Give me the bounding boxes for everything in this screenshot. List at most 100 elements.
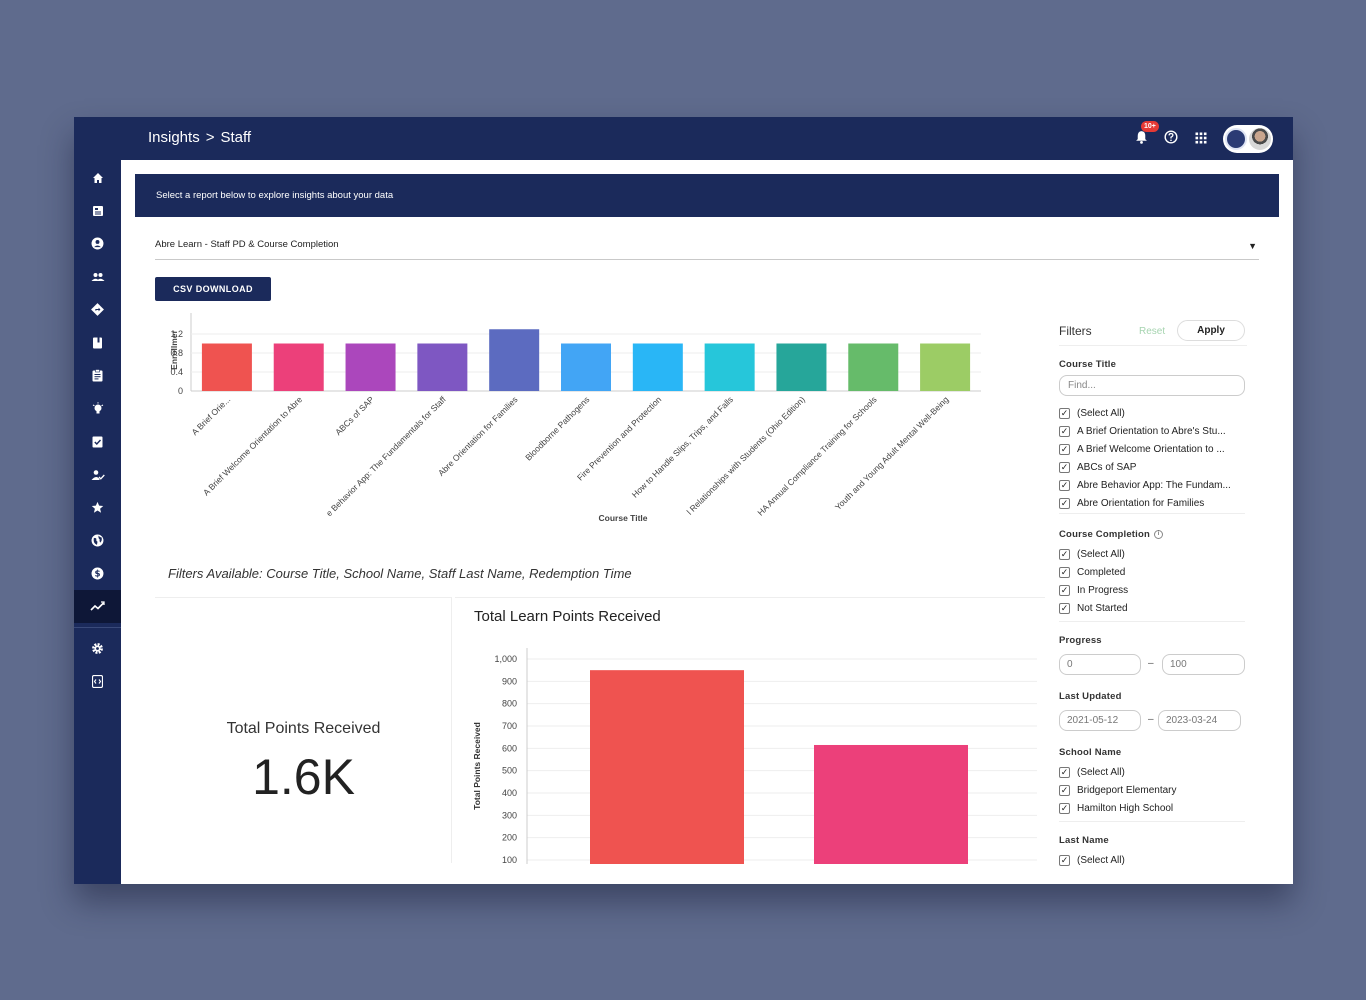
bar (632, 343, 683, 391)
filters-available-note: Filters Available: Course Title, School … (168, 566, 632, 581)
breadcrumb-insights[interactable]: Insights (148, 129, 200, 146)
breadcrumb-staff: Staff (220, 129, 252, 146)
csv-download-button[interactable]: CSV DOWNLOAD (155, 277, 271, 301)
school-name-option-label: Hamilton High School (1077, 802, 1174, 814)
globe-icon[interactable] (74, 524, 121, 557)
checkbox-checked-icon[interactable]: ✓ (1059, 602, 1070, 614)
x-tick-label: Youth and Young Adult Mental Well-Being (833, 394, 951, 512)
apply-button[interactable]: Apply (1177, 320, 1245, 341)
learn-points-card: Total Learn Points Received 100 200 300 400… (455, 597, 1045, 864)
bar (814, 744, 968, 864)
notifications-bell-icon[interactable]: 10+ (1133, 121, 1159, 148)
course-title-option-label: A Brief Orientation to Abre's Stu... (1077, 425, 1226, 437)
last-name-option-label: (Select All) (1077, 854, 1125, 866)
course-title-label: Course Title (1059, 359, 1117, 370)
bar (920, 343, 971, 391)
last-updated-from-input[interactable]: 2021-05-12 (1059, 710, 1141, 731)
course-completion-option[interactable]: ✓ Completed (1059, 564, 1247, 580)
bar (417, 343, 468, 391)
course-title-option[interactable]: ✓ (Select All) (1059, 405, 1247, 421)
progress-max-input[interactable]: 100 (1162, 654, 1245, 675)
school-name-option[interactable]: ✓ (Select All) (1059, 764, 1247, 780)
course-completion-option-label: Not Started (1077, 602, 1128, 614)
course-title-option[interactable]: ✓ A Brief Orientation to Abre's Stu... (1059, 423, 1247, 439)
checkbox-checked-icon[interactable]: ✓ (1059, 548, 1070, 560)
school-name-option[interactable]: ✓ Hamilton High School (1059, 800, 1247, 816)
bar (776, 343, 827, 391)
apps-grid-icon[interactable] (1193, 131, 1209, 148)
directions-icon[interactable] (74, 293, 121, 326)
course-completion-option-label: (Select All) (1077, 548, 1125, 560)
course-completion-option[interactable]: ✓ In Progress (1059, 582, 1247, 598)
course-title-option[interactable]: ✓ A Brief Welcome Orientation to ... (1059, 441, 1247, 457)
course-completion-option[interactable]: ✓ (Select All) (1059, 546, 1247, 562)
last-updated-label: Last Updated (1059, 691, 1122, 702)
checkbox-checked-icon[interactable]: ✓ (1059, 584, 1070, 596)
checkbox-checked-icon[interactable]: ✓ (1059, 425, 1070, 437)
bar (489, 329, 540, 391)
course-title-option[interactable]: ✓ Abre Behavior App: The Fundam... (1059, 477, 1247, 493)
report-select-value: Abre Learn - Staff PD & Course Completio… (155, 239, 339, 250)
last-updated-to-input[interactable]: 2023-03-24 (1158, 710, 1241, 731)
y-tick-label: 600 (502, 743, 517, 753)
star-icon[interactable] (74, 491, 121, 524)
breadcrumb: Insights > Staff (148, 129, 257, 146)
course-title-option-label: Abre Behavior App: The Fundam... (1077, 479, 1231, 491)
x-tick-label: A Brief Orie... (190, 394, 233, 437)
insights-icon[interactable] (74, 590, 121, 623)
report-select[interactable]: Abre Learn - Staff PD & Course Completio… (155, 239, 1259, 260)
y-tick-label: 800 (502, 699, 517, 709)
checkbox-checked-icon[interactable]: ✓ (1059, 479, 1070, 491)
x-tick-label: Bloodborne Pathogens (523, 394, 591, 462)
x-tick-label: l Relationships with Students (Ohio Edit… (685, 394, 807, 516)
course-title-option[interactable]: ✓ Abre Orientation for Families (1059, 495, 1247, 511)
checkbox-checked-icon[interactable]: ✓ (1059, 802, 1070, 814)
assignment-icon[interactable] (74, 359, 121, 392)
checkbox-checked-icon[interactable]: ✓ (1059, 443, 1070, 455)
reset-button[interactable]: Reset (1139, 326, 1166, 337)
svg-text:$: $ (94, 570, 100, 580)
checkbox-checked-icon[interactable]: ✓ (1059, 854, 1070, 866)
last-name-option[interactable]: ✓ (Select All) (1059, 852, 1247, 868)
book-icon[interactable] (74, 326, 121, 359)
checkbox-checked-icon[interactable]: ✓ (1059, 566, 1070, 578)
bar (848, 343, 899, 391)
people-icon[interactable] (74, 260, 121, 293)
course-completion-label: Course Completion i (1059, 529, 1164, 540)
course-title-option[interactable]: ✓ ABCs of SAP (1059, 459, 1247, 475)
account-circle-icon[interactable] (74, 227, 121, 260)
lightbulb-icon[interactable] (74, 392, 121, 425)
checkbox-checked-icon[interactable]: ✓ (1059, 407, 1070, 419)
settings-icon[interactable] (74, 632, 121, 665)
x-tick-label: e Behavior App: The Fundamentals for Sta… (324, 394, 448, 518)
bar (345, 343, 396, 391)
checkbox-checked-icon[interactable]: ✓ (1059, 461, 1070, 473)
account-menu-button[interactable] (1223, 125, 1273, 153)
school-name-option[interactable]: ✓ Bridgeport Elementary (1059, 782, 1247, 798)
dollar-icon[interactable]: $ (74, 557, 121, 590)
checkbox-checked-icon[interactable]: ✓ (1059, 784, 1070, 796)
sidebar-divider (74, 627, 121, 628)
course-completion-option-label: Completed (1077, 566, 1126, 578)
help-icon[interactable] (1163, 130, 1179, 148)
course-title-option-label: (Select All) (1077, 407, 1125, 419)
total-points-card: Total Points Received 1.6K (155, 597, 452, 863)
notification-badge: 10+ (1141, 121, 1159, 132)
code-icon[interactable] (74, 665, 121, 698)
checkbox-checked-icon[interactable]: ✓ (1059, 497, 1070, 509)
y-axis-title: Enrollmer (169, 329, 179, 369)
progress-min-input[interactable]: 0 (1059, 654, 1141, 675)
course-title-search-input[interactable]: Find... (1059, 375, 1245, 396)
bar (704, 343, 755, 391)
filters-panel: Filters Reset Apply Course Title Find...… (1059, 318, 1247, 878)
assignment-check-icon[interactable] (74, 425, 121, 458)
info-icon[interactable]: i (1154, 529, 1164, 539)
progress-label: Progress (1059, 635, 1102, 646)
course-title-option-label: A Brief Welcome Orientation to ... (1077, 443, 1225, 455)
dashboard-icon[interactable] (74, 194, 121, 227)
checkbox-checked-icon[interactable]: ✓ (1059, 766, 1070, 778)
home-icon[interactable] (74, 161, 121, 194)
course-completion-option[interactable]: ✓ Not Started (1059, 600, 1247, 616)
person-check-icon[interactable] (74, 458, 121, 491)
